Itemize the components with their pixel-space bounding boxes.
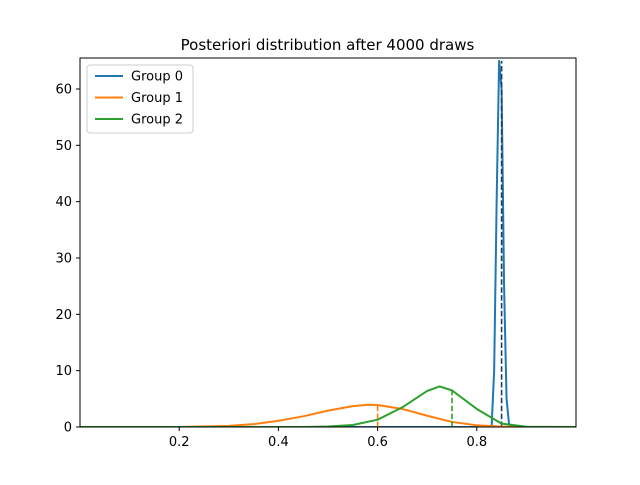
legend-label-group-0: Group 0	[131, 70, 183, 85]
axes-frame	[79, 57, 577, 428]
x-tick-label: 0.6	[367, 435, 388, 450]
axes: 0.2 0.4 0.6 0.8 0 10 20 30 40 50 60	[55, 57, 577, 450]
legend-label-group-1: Group 1	[131, 91, 183, 106]
y-tick-label: 50	[55, 139, 72, 154]
legend-box	[86, 64, 194, 134]
y-tick-label: 30	[55, 251, 72, 266]
x-tick-label: 0.8	[466, 435, 487, 450]
x-tick-label: 0.4	[268, 435, 289, 450]
y-tick-label: 20	[55, 308, 72, 323]
chart-title: Posteriori distribution after 4000 draws	[181, 36, 475, 54]
legend: Group 0 Group 1 Group 2	[86, 64, 194, 134]
y-tick-label: 40	[55, 195, 72, 210]
y-tick-label: 60	[55, 82, 72, 97]
series-line-group-2	[80, 385, 576, 427]
series-line-group-1	[80, 403, 576, 427]
legend-label-group-2: Group 2	[131, 113, 183, 128]
x-tick-label: 0.2	[169, 435, 190, 450]
y-tick-label: 10	[55, 364, 72, 379]
y-tick-label: 0	[64, 421, 72, 436]
